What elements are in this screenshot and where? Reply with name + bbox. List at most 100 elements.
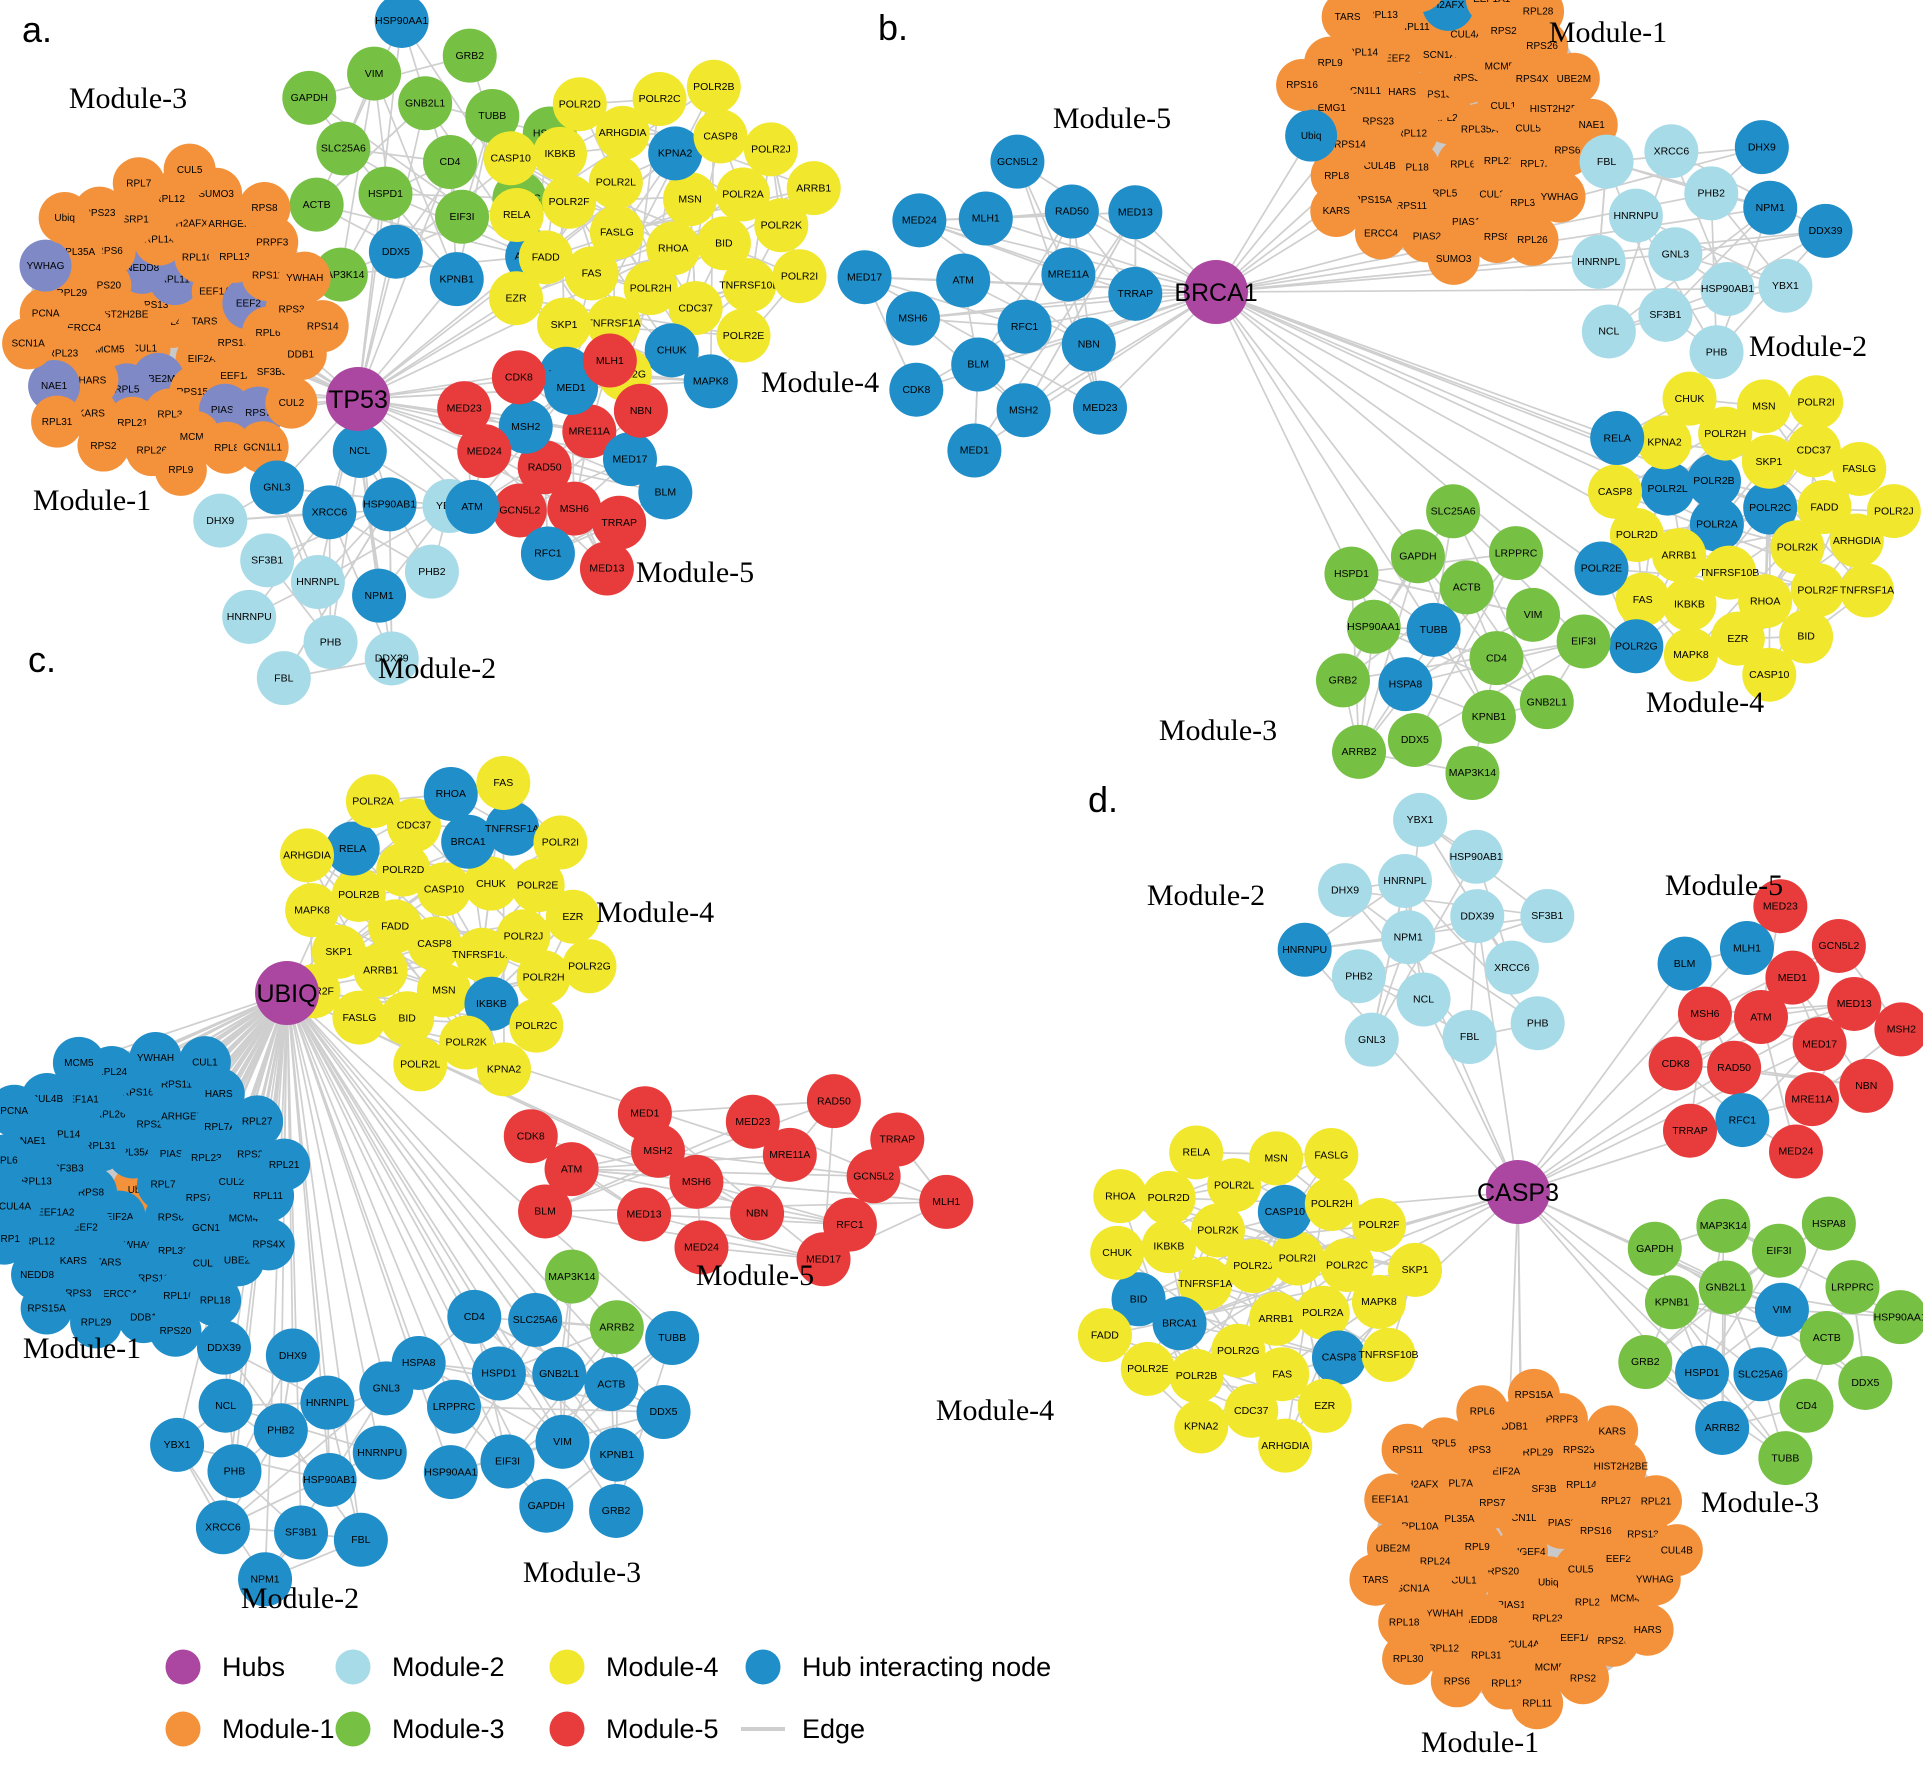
- node-YWHAH[interactable]: [129, 1032, 182, 1085]
- node-MLH1[interactable]: [919, 1174, 974, 1229]
- node-MED23[interactable]: [725, 1094, 780, 1149]
- node-NCL[interactable]: [332, 423, 387, 478]
- node-LRPPRC[interactable]: [1825, 1260, 1880, 1315]
- hub-node-BRCA1[interactable]: [1184, 260, 1248, 324]
- node-POLR2B[interactable]: [1686, 453, 1741, 508]
- node-CDK8[interactable]: [1648, 1036, 1703, 1091]
- node-POLR2J[interactable]: [743, 122, 798, 177]
- node-MLH1[interactable]: [582, 333, 637, 388]
- node-RAD50[interactable]: [517, 440, 572, 495]
- node-IKBKB[interactable]: [1662, 577, 1717, 632]
- node-NPM1[interactable]: [1381, 910, 1436, 965]
- node-PHB[interactable]: [1510, 996, 1565, 1051]
- node-GRB2[interactable]: [589, 1483, 644, 1538]
- node-KARS[interactable]: [1586, 1405, 1639, 1458]
- node-POLR2D[interactable]: [376, 842, 431, 897]
- node-POLR2H[interactable]: [516, 950, 571, 1005]
- node-YWHAH[interactable]: [278, 251, 331, 304]
- node-FASLG[interactable]: [1304, 1128, 1359, 1183]
- node-RPS14[interactable]: [296, 300, 349, 353]
- node-NPM1[interactable]: [1743, 180, 1798, 235]
- node-FADD[interactable]: [518, 230, 573, 285]
- node-HSP90AB1[interactable]: [362, 477, 417, 532]
- node-ERCC4[interactable]: [1354, 207, 1407, 260]
- node-MED13[interactable]: [1827, 976, 1882, 1031]
- node-CHUK[interactable]: [1662, 371, 1717, 426]
- node-DHX9[interactable]: [1318, 863, 1373, 918]
- node-NCL[interactable]: [1581, 304, 1636, 359]
- node-RAD50[interactable]: [1707, 1040, 1762, 1095]
- node-GAPDH[interactable]: [282, 70, 337, 125]
- node-PRPF3[interactable]: [1393, 0, 1445, 13]
- node-CASP10[interactable]: [416, 862, 471, 917]
- node-EIF3I[interactable]: [435, 189, 490, 244]
- node-BID[interactable]: [380, 991, 435, 1046]
- node-DDX5[interactable]: [1838, 1355, 1893, 1410]
- node-GRB2[interactable]: [1618, 1335, 1673, 1390]
- node-SF3B1[interactable]: [274, 1505, 329, 1560]
- node-PHB[interactable]: [1689, 325, 1744, 380]
- node-RPS15A[interactable]: [20, 1282, 73, 1335]
- node-LRPPRC[interactable]: [1489, 526, 1544, 581]
- node-RPL31[interactable]: [31, 395, 84, 448]
- node-TRRAP[interactable]: [1108, 266, 1163, 321]
- hub-node-TP53[interactable]: [326, 367, 390, 431]
- node-NPM1[interactable]: [352, 568, 407, 623]
- node-HSPA8[interactable]: [391, 1335, 446, 1390]
- node-HSPA8[interactable]: [1378, 657, 1433, 712]
- node-ACTB[interactable]: [1439, 560, 1494, 615]
- node-HSPD1[interactable]: [1324, 546, 1379, 601]
- node-BID[interactable]: [1111, 1272, 1166, 1327]
- node-ARHGDIA[interactable]: [595, 105, 650, 160]
- node-MCM5[interactable]: [52, 1036, 105, 1089]
- node-EZR[interactable]: [1297, 1378, 1352, 1433]
- node-XRCC6[interactable]: [1644, 124, 1699, 179]
- node-RFC1[interactable]: [1715, 1093, 1770, 1148]
- node-MRE11A[interactable]: [1784, 1072, 1839, 1127]
- node-EZR[interactable]: [1710, 611, 1765, 666]
- node-CASP10[interactable]: [1257, 1184, 1312, 1239]
- node-SKP1[interactable]: [1388, 1242, 1443, 1297]
- node-SLC25A6[interactable]: [316, 121, 371, 176]
- node-HSP90AA1[interactable]: [1873, 1290, 1923, 1345]
- node-DHX9[interactable]: [265, 1328, 320, 1383]
- node-SKP1[interactable]: [537, 297, 592, 352]
- node-POLR2E[interactable]: [510, 858, 565, 913]
- node-CDC37[interactable]: [386, 798, 441, 853]
- node-PHB2[interactable]: [253, 1403, 308, 1458]
- node-MAPK8[interactable]: [1663, 627, 1718, 682]
- node-KPNB1[interactable]: [589, 1427, 644, 1482]
- node-FAS[interactable]: [564, 246, 619, 301]
- node-KPNB1[interactable]: [1461, 689, 1516, 744]
- node-KPNB1[interactable]: [1644, 1275, 1699, 1330]
- node-CD4[interactable]: [1779, 1378, 1834, 1433]
- node-HSP90AB1[interactable]: [1449, 829, 1504, 884]
- node-ACTB[interactable]: [289, 177, 344, 232]
- node-KPNA2[interactable]: [477, 1042, 532, 1097]
- node-TNFRSF1A[interactable]: [1178, 1256, 1233, 1311]
- node-ATM[interactable]: [936, 253, 991, 308]
- node-GNL3[interactable]: [1344, 1012, 1399, 1067]
- node-TNFRSF10B[interactable]: [1702, 545, 1757, 600]
- node-KARS[interactable]: [1310, 184, 1363, 237]
- node-Ubiq[interactable]: [38, 192, 91, 245]
- node-FASLG[interactable]: [1832, 441, 1887, 496]
- node-POLR2F[interactable]: [1352, 1197, 1407, 1252]
- node-RELA[interactable]: [1590, 411, 1645, 466]
- node-MED1[interactable]: [1765, 950, 1820, 1005]
- node-VIM[interactable]: [1754, 1282, 1809, 1337]
- node-NBN[interactable]: [1061, 317, 1116, 372]
- node-CDC37[interactable]: [668, 281, 723, 336]
- node-POLR2L[interactable]: [1640, 461, 1695, 516]
- node-UBE2M[interactable]: [1547, 52, 1600, 105]
- node-PHB[interactable]: [303, 615, 358, 670]
- node-IKBKB[interactable]: [464, 976, 519, 1031]
- node-RELA[interactable]: [489, 188, 544, 243]
- node-POLR2C[interactable]: [1320, 1238, 1375, 1293]
- node-CD4[interactable]: [1469, 631, 1524, 686]
- node-SLC25A6[interactable]: [508, 1292, 563, 1347]
- node-CASP10[interactable]: [483, 131, 538, 186]
- node-GNB2L1[interactable]: [1519, 675, 1574, 730]
- node-ARRB2[interactable]: [1695, 1400, 1750, 1455]
- node-GNB2L1[interactable]: [532, 1346, 587, 1401]
